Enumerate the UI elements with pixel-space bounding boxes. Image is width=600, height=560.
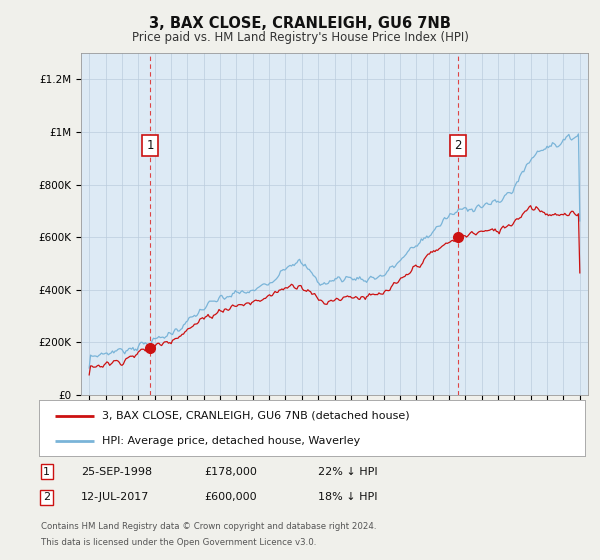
Text: Contains HM Land Registry data © Crown copyright and database right 2024.: Contains HM Land Registry data © Crown c…	[41, 522, 376, 531]
Text: 25-SEP-1998: 25-SEP-1998	[81, 466, 152, 477]
Text: 2: 2	[454, 139, 461, 152]
Text: HPI: Average price, detached house, Waverley: HPI: Average price, detached house, Wave…	[102, 436, 360, 446]
Text: 18% ↓ HPI: 18% ↓ HPI	[318, 492, 377, 502]
Text: £178,000: £178,000	[204, 466, 257, 477]
Text: Price paid vs. HM Land Registry's House Price Index (HPI): Price paid vs. HM Land Registry's House …	[131, 31, 469, 44]
Text: 22% ↓ HPI: 22% ↓ HPI	[318, 466, 377, 477]
Text: £600,000: £600,000	[204, 492, 257, 502]
Text: This data is licensed under the Open Government Licence v3.0.: This data is licensed under the Open Gov…	[41, 538, 316, 547]
Text: 12-JUL-2017: 12-JUL-2017	[81, 492, 149, 502]
Text: 3, BAX CLOSE, CRANLEIGH, GU6 7NB (detached house): 3, BAX CLOSE, CRANLEIGH, GU6 7NB (detach…	[102, 410, 409, 421]
Text: 1: 1	[146, 139, 154, 152]
Text: 3, BAX CLOSE, CRANLEIGH, GU6 7NB: 3, BAX CLOSE, CRANLEIGH, GU6 7NB	[149, 16, 451, 31]
Text: 1: 1	[43, 466, 50, 477]
Text: 2: 2	[43, 492, 50, 502]
